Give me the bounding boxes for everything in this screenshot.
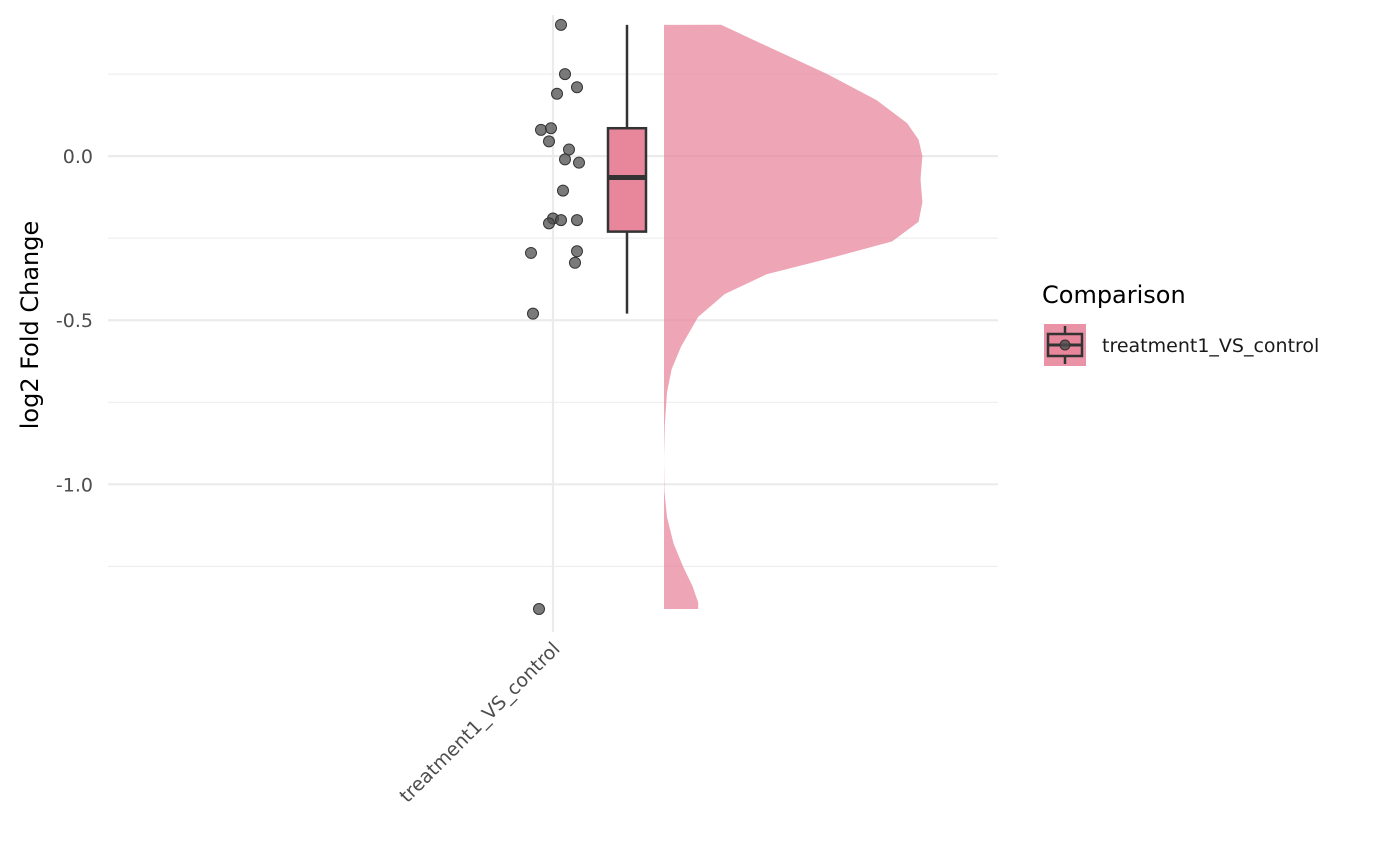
data-point [571, 245, 583, 258]
legend-entry-label: treatment1_VS_control [1102, 335, 1319, 357]
data-point [573, 156, 585, 169]
legend-key [1044, 324, 1086, 366]
x-tick-label: treatment1_VS_control [395, 638, 564, 807]
data-point [569, 256, 581, 269]
grid [108, 15, 998, 632]
data-point [543, 135, 555, 148]
y-tick-label: -0.5 [56, 310, 93, 332]
data-point [559, 68, 571, 81]
legend: Comparison treatment1_VS_control [1042, 281, 1319, 366]
x-axis-ticks: treatment1_VS_control [395, 638, 564, 807]
y-tick-label: 0.0 [63, 146, 93, 168]
y-axis-title: log2 Fold Change [16, 221, 44, 430]
data-point [527, 307, 539, 320]
data-point [545, 122, 557, 135]
boxplot [606, 24, 648, 314]
data-point [557, 184, 569, 197]
data-point [543, 217, 555, 230]
data-point [555, 214, 567, 227]
y-axis-ticks: 0.0 -0.5 -1.0 [56, 146, 93, 496]
data-point [551, 87, 563, 100]
y-tick-label: -1.0 [56, 474, 93, 496]
density-cloud [664, 24, 923, 610]
data-point [571, 214, 583, 227]
density-shape [664, 24, 923, 610]
legend-key-point [1059, 339, 1071, 351]
data-point [535, 123, 547, 136]
data-point [555, 18, 567, 31]
legend-title: Comparison [1042, 281, 1186, 309]
data-point [533, 603, 545, 616]
data-point [559, 153, 571, 166]
data-point [525, 246, 537, 259]
data-point [571, 81, 583, 94]
jitter-points [525, 18, 585, 616]
